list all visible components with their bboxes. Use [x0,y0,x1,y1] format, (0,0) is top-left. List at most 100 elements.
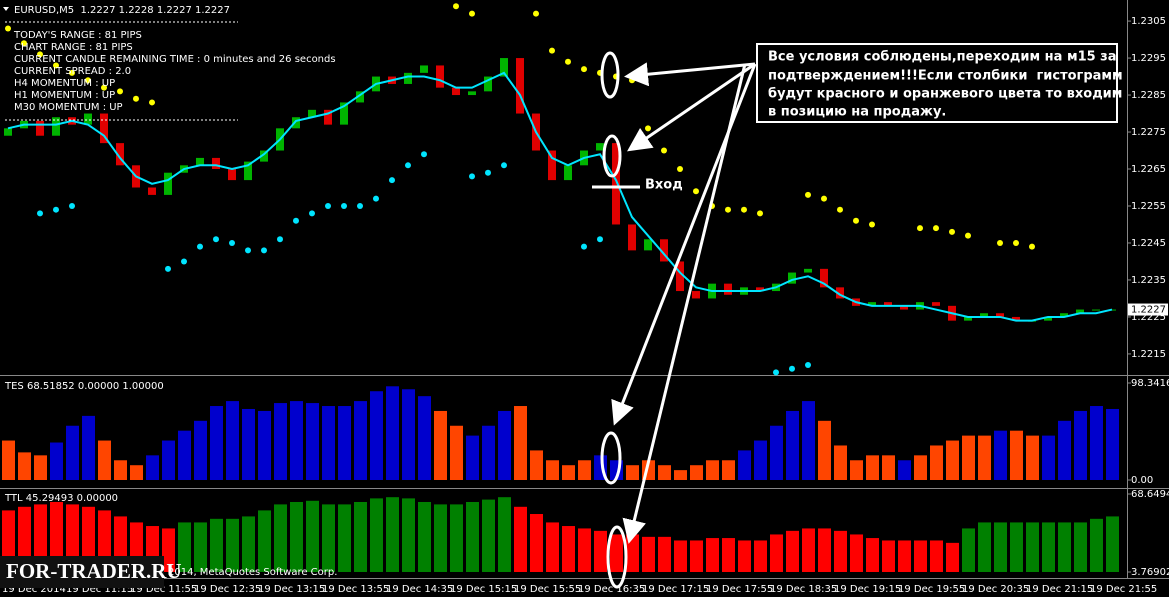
histogram-bar [274,504,287,572]
histogram-bar [978,522,991,572]
histogram-bar [98,440,111,480]
candle [164,172,172,195]
histogram-bar [850,534,863,572]
symbol-header: EURUSD,M5 1.2227 1.2228 1.2227 1.2227 [14,5,230,16]
candle [500,58,508,77]
x-tick-label: 19 Dec 15:15 [450,584,517,595]
histogram-bar [850,460,863,480]
histogram-bar [530,450,543,480]
info-line: TODAY'S RANGE : 81 PIPS [13,30,142,41]
arrows [611,62,757,544]
y-tick-label: 1.2225 [1131,312,1166,323]
candle [116,143,124,166]
candle [628,224,636,251]
sar-dot [69,69,75,76]
y-tick-label: 1.2285 [1131,90,1166,101]
histogram-bar [802,401,815,480]
sar-dot [53,62,59,69]
histogram-bar [162,440,175,480]
candle [596,143,604,151]
histogram-bar [738,450,751,480]
sar-dot [21,40,27,47]
sar-dot [373,195,379,202]
histogram-bar [930,540,943,572]
histogram-bar [402,389,415,480]
candle [1092,309,1100,311]
histogram-bar [482,425,495,480]
histogram-bar [162,528,175,572]
histogram-bar [786,530,799,572]
histogram-bar [434,504,447,572]
y-tick-label: 98.34167 [1131,378,1169,389]
histogram-bar [994,430,1007,480]
histogram-bar [82,506,95,572]
sar-dot [277,236,283,243]
y-tick-label: 1.2265 [1131,164,1166,175]
annotation-line: будут красного и оранжевого цвета то вхо… [768,87,1122,102]
histogram-bar [514,506,527,572]
histogram-bar [1106,408,1119,480]
sar-dot [757,210,763,217]
histogram-bar [1042,435,1055,480]
x-tick-label: 19 Dec 18:35 [770,584,837,595]
sar-dot [357,202,363,209]
candle [324,109,332,125]
candle [228,169,236,181]
sar-dot [229,239,235,246]
sar-dot [917,225,923,232]
histogram-bar [1074,522,1087,572]
histogram-bar [50,442,63,480]
histogram-bar [194,420,207,480]
histogram-bar [1090,518,1103,572]
histogram-bar [754,540,767,572]
candle [612,143,620,225]
info-line: CURRENT CANDLE REMAINING TIME : 0 minute… [14,54,336,65]
sar-dot [5,25,11,32]
histogram-bar [498,410,511,480]
x-tick-label: 19 Dec 16:35 [578,584,645,595]
histogram-bar [706,538,719,572]
candle [468,91,476,96]
sar-dot [165,265,171,272]
histogram-bar [34,504,47,572]
sar-dot [85,77,91,84]
candle [900,305,908,310]
candle [724,283,732,295]
histogram-bar [434,410,447,480]
entry-label: Вход [645,178,683,193]
copyright: 2014, MetaQuotes Software Corp. [168,567,337,578]
sar-dot [533,10,539,17]
info-line: M30 MOMENTUM : UP [14,102,123,113]
candle [308,109,316,118]
histogram-bar [418,396,431,480]
sar-dot [581,66,587,73]
sar-dot [469,10,475,17]
histogram-bar [66,425,79,480]
candle [404,72,412,84]
histogram-bar [82,415,95,480]
sar-dot [581,243,587,250]
sar-dot [997,239,1003,246]
candle [244,161,252,181]
histogram-bar [946,542,959,572]
sar-dot [629,77,635,84]
histogram-bar [386,497,399,572]
histogram-bar [514,406,527,480]
ttl-title: TTL 45.29493 0.00000 [4,493,118,504]
sar-dot [661,147,667,154]
histogram-bar [1010,522,1023,572]
histogram-bar [450,425,463,480]
sar-dot [133,95,139,102]
sar-dot [37,210,43,217]
header-icon [3,7,9,11]
sar-dot [181,258,187,265]
candle [564,165,572,181]
tes-title: TES 68.51852 0.00000 1.00000 [4,381,164,392]
histogram-bar [914,455,927,480]
histogram-bar [674,470,687,480]
histogram-bar [690,465,703,480]
histogram-bar [194,522,207,572]
x-tick-label: 19 Dec 17:15 [642,584,709,595]
histogram-bar [1058,420,1071,480]
